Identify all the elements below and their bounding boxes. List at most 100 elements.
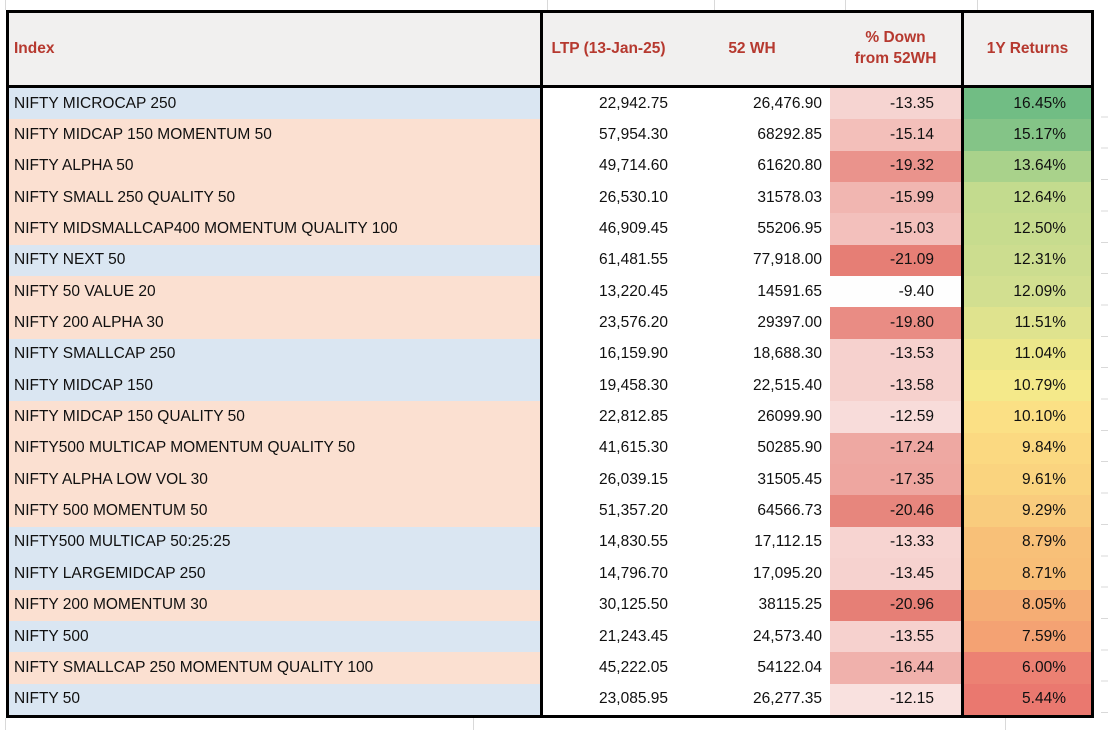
- pct-down-cell[interactable]: -13.35: [830, 88, 964, 120]
- wh52-cell[interactable]: 24,573.40: [674, 620, 830, 653]
- pct-down-cell[interactable]: -13.53: [830, 338, 964, 371]
- pct-down-cell[interactable]: -16.44: [830, 652, 964, 684]
- index-cell[interactable]: NIFTY NEXT 50: [9, 244, 543, 277]
- pct-down-cell[interactable]: -12.59: [830, 401, 964, 433]
- wh52-cell[interactable]: 18,688.30: [674, 338, 830, 371]
- wh52-cell[interactable]: 17,112.15: [674, 526, 830, 559]
- ltp-cell[interactable]: 14,830.55: [543, 526, 674, 559]
- wh52-cell[interactable]: 26,277.35: [674, 683, 830, 715]
- returns-cell[interactable]: 8.79%: [964, 526, 1091, 559]
- pct-down-cell[interactable]: -13.33: [830, 526, 964, 559]
- ltp-cell[interactable]: 26,530.10: [543, 182, 674, 214]
- returns-cell[interactable]: 7.59%: [964, 620, 1091, 653]
- ltp-cell[interactable]: 23,576.20: [543, 307, 674, 339]
- pct-down-cell[interactable]: -13.45: [830, 558, 964, 590]
- pct-down-cell[interactable]: -21.09: [830, 244, 964, 277]
- wh52-cell[interactable]: 29397.00: [674, 307, 830, 339]
- returns-cell[interactable]: 8.71%: [964, 558, 1091, 590]
- pct-down-cell[interactable]: -19.32: [830, 150, 964, 183]
- returns-cell[interactable]: 12.50%: [964, 213, 1091, 245]
- index-cell[interactable]: NIFTY 50: [9, 683, 543, 715]
- index-cell[interactable]: NIFTY SMALL 250 QUALITY 50: [9, 182, 543, 214]
- pct-down-cell[interactable]: -13.58: [830, 370, 964, 402]
- col-header-ltp[interactable]: LTP (13-Jan-25): [543, 13, 674, 88]
- returns-cell[interactable]: 10.79%: [964, 370, 1091, 402]
- index-cell[interactable]: NIFTY MIDCAP 150 QUALITY 50: [9, 401, 543, 433]
- ltp-cell[interactable]: 61,481.55: [543, 244, 674, 277]
- index-cell[interactable]: NIFTY 50 VALUE 20: [9, 276, 543, 308]
- wh52-cell[interactable]: 22,515.40: [674, 370, 830, 402]
- returns-cell[interactable]: 9.29%: [964, 495, 1091, 527]
- ltp-cell[interactable]: 57,954.30: [543, 119, 674, 151]
- index-cell[interactable]: NIFTY 200 ALPHA 30: [9, 307, 543, 339]
- index-cell[interactable]: NIFTY MIDCAP 150 MOMENTUM 50: [9, 119, 543, 151]
- returns-cell[interactable]: 13.64%: [964, 150, 1091, 183]
- returns-cell[interactable]: 16.45%: [964, 88, 1091, 120]
- col-header-index[interactable]: Index: [9, 13, 543, 88]
- ltp-cell[interactable]: 13,220.45: [543, 276, 674, 308]
- col-header-pct-down[interactable]: % Down from 52WH: [830, 13, 964, 88]
- returns-cell[interactable]: 5.44%: [964, 683, 1091, 715]
- wh52-cell[interactable]: 50285.90: [674, 432, 830, 465]
- wh52-cell[interactable]: 68292.85: [674, 119, 830, 151]
- col-header-1y-returns[interactable]: 1Y Returns: [964, 13, 1091, 88]
- index-cell[interactable]: NIFTY SMALLCAP 250: [9, 338, 543, 371]
- ltp-cell[interactable]: 22,812.85: [543, 401, 674, 433]
- wh52-cell[interactable]: 17,095.20: [674, 558, 830, 590]
- returns-cell[interactable]: 10.10%: [964, 401, 1091, 433]
- pct-down-cell[interactable]: -17.35: [830, 464, 964, 496]
- index-cell[interactable]: NIFTY MIDCAP 150: [9, 370, 543, 402]
- returns-cell[interactable]: 15.17%: [964, 119, 1091, 151]
- returns-cell[interactable]: 12.09%: [964, 276, 1091, 308]
- ltp-cell[interactable]: 41,615.30: [543, 432, 674, 465]
- index-cell[interactable]: NIFTY 200 MOMENTUM 30: [9, 589, 543, 621]
- pct-down-cell[interactable]: -19.80: [830, 307, 964, 339]
- pct-down-cell[interactable]: -15.03: [830, 213, 964, 245]
- pct-down-cell[interactable]: -12.15: [830, 683, 964, 715]
- index-cell[interactable]: NIFTY500 MULTICAP 50:25:25: [9, 526, 543, 559]
- pct-down-cell[interactable]: -20.46: [830, 495, 964, 527]
- wh52-cell[interactable]: 64566.73: [674, 495, 830, 527]
- pct-down-cell[interactable]: -20.96: [830, 589, 964, 621]
- pct-down-cell[interactable]: -13.55: [830, 620, 964, 653]
- wh52-cell[interactable]: 61620.80: [674, 150, 830, 183]
- index-cell[interactable]: NIFTY 500: [9, 620, 543, 653]
- ltp-cell[interactable]: 51,357.20: [543, 495, 674, 527]
- ltp-cell[interactable]: 46,909.45: [543, 213, 674, 245]
- wh52-cell[interactable]: 54122.04: [674, 652, 830, 684]
- wh52-cell[interactable]: 38115.25: [674, 589, 830, 621]
- wh52-cell[interactable]: 55206.95: [674, 213, 830, 245]
- returns-cell[interactable]: 6.00%: [964, 652, 1091, 684]
- pct-down-cell[interactable]: -17.24: [830, 432, 964, 465]
- pct-down-cell[interactable]: -9.40: [830, 276, 964, 308]
- index-cell[interactable]: NIFTY LARGEMIDCAP 250: [9, 558, 543, 590]
- index-cell[interactable]: NIFTY SMALLCAP 250 MOMENTUM QUALITY 100: [9, 652, 543, 684]
- returns-cell[interactable]: 11.04%: [964, 338, 1091, 371]
- pct-down-cell[interactable]: -15.14: [830, 119, 964, 151]
- wh52-cell[interactable]: 31578.03: [674, 182, 830, 214]
- index-cell[interactable]: NIFTY500 MULTICAP MOMENTUM QUALITY 50: [9, 432, 543, 465]
- pct-down-cell[interactable]: -15.99: [830, 182, 964, 214]
- index-cell[interactable]: NIFTY ALPHA LOW VOL 30: [9, 464, 543, 496]
- col-header-52wh[interactable]: 52 WH: [674, 13, 830, 88]
- index-cell[interactable]: NIFTY ALPHA 50: [9, 150, 543, 183]
- returns-cell[interactable]: 11.51%: [964, 307, 1091, 339]
- ltp-cell[interactable]: 14,796.70: [543, 558, 674, 590]
- wh52-cell[interactable]: 77,918.00: [674, 244, 830, 277]
- index-cell[interactable]: NIFTY MIDSMALLCAP400 MOMENTUM QUALITY 10…: [9, 213, 543, 245]
- wh52-cell[interactable]: 14591.65: [674, 276, 830, 308]
- wh52-cell[interactable]: 26,476.90: [674, 88, 830, 120]
- ltp-cell[interactable]: 49,714.60: [543, 150, 674, 183]
- returns-cell[interactable]: 9.84%: [964, 432, 1091, 465]
- returns-cell[interactable]: 9.61%: [964, 464, 1091, 496]
- index-cell[interactable]: NIFTY 500 MOMENTUM 50: [9, 495, 543, 527]
- ltp-cell[interactable]: 30,125.50: [543, 589, 674, 621]
- ltp-cell[interactable]: 26,039.15: [543, 464, 674, 496]
- ltp-cell[interactable]: 45,222.05: [543, 652, 674, 684]
- wh52-cell[interactable]: 26099.90: [674, 401, 830, 433]
- ltp-cell[interactable]: 19,458.30: [543, 370, 674, 402]
- ltp-cell[interactable]: 23,085.95: [543, 683, 674, 715]
- index-cell[interactable]: NIFTY MICROCAP 250: [9, 88, 543, 120]
- returns-cell[interactable]: 8.05%: [964, 589, 1091, 621]
- ltp-cell[interactable]: 22,942.75: [543, 88, 674, 120]
